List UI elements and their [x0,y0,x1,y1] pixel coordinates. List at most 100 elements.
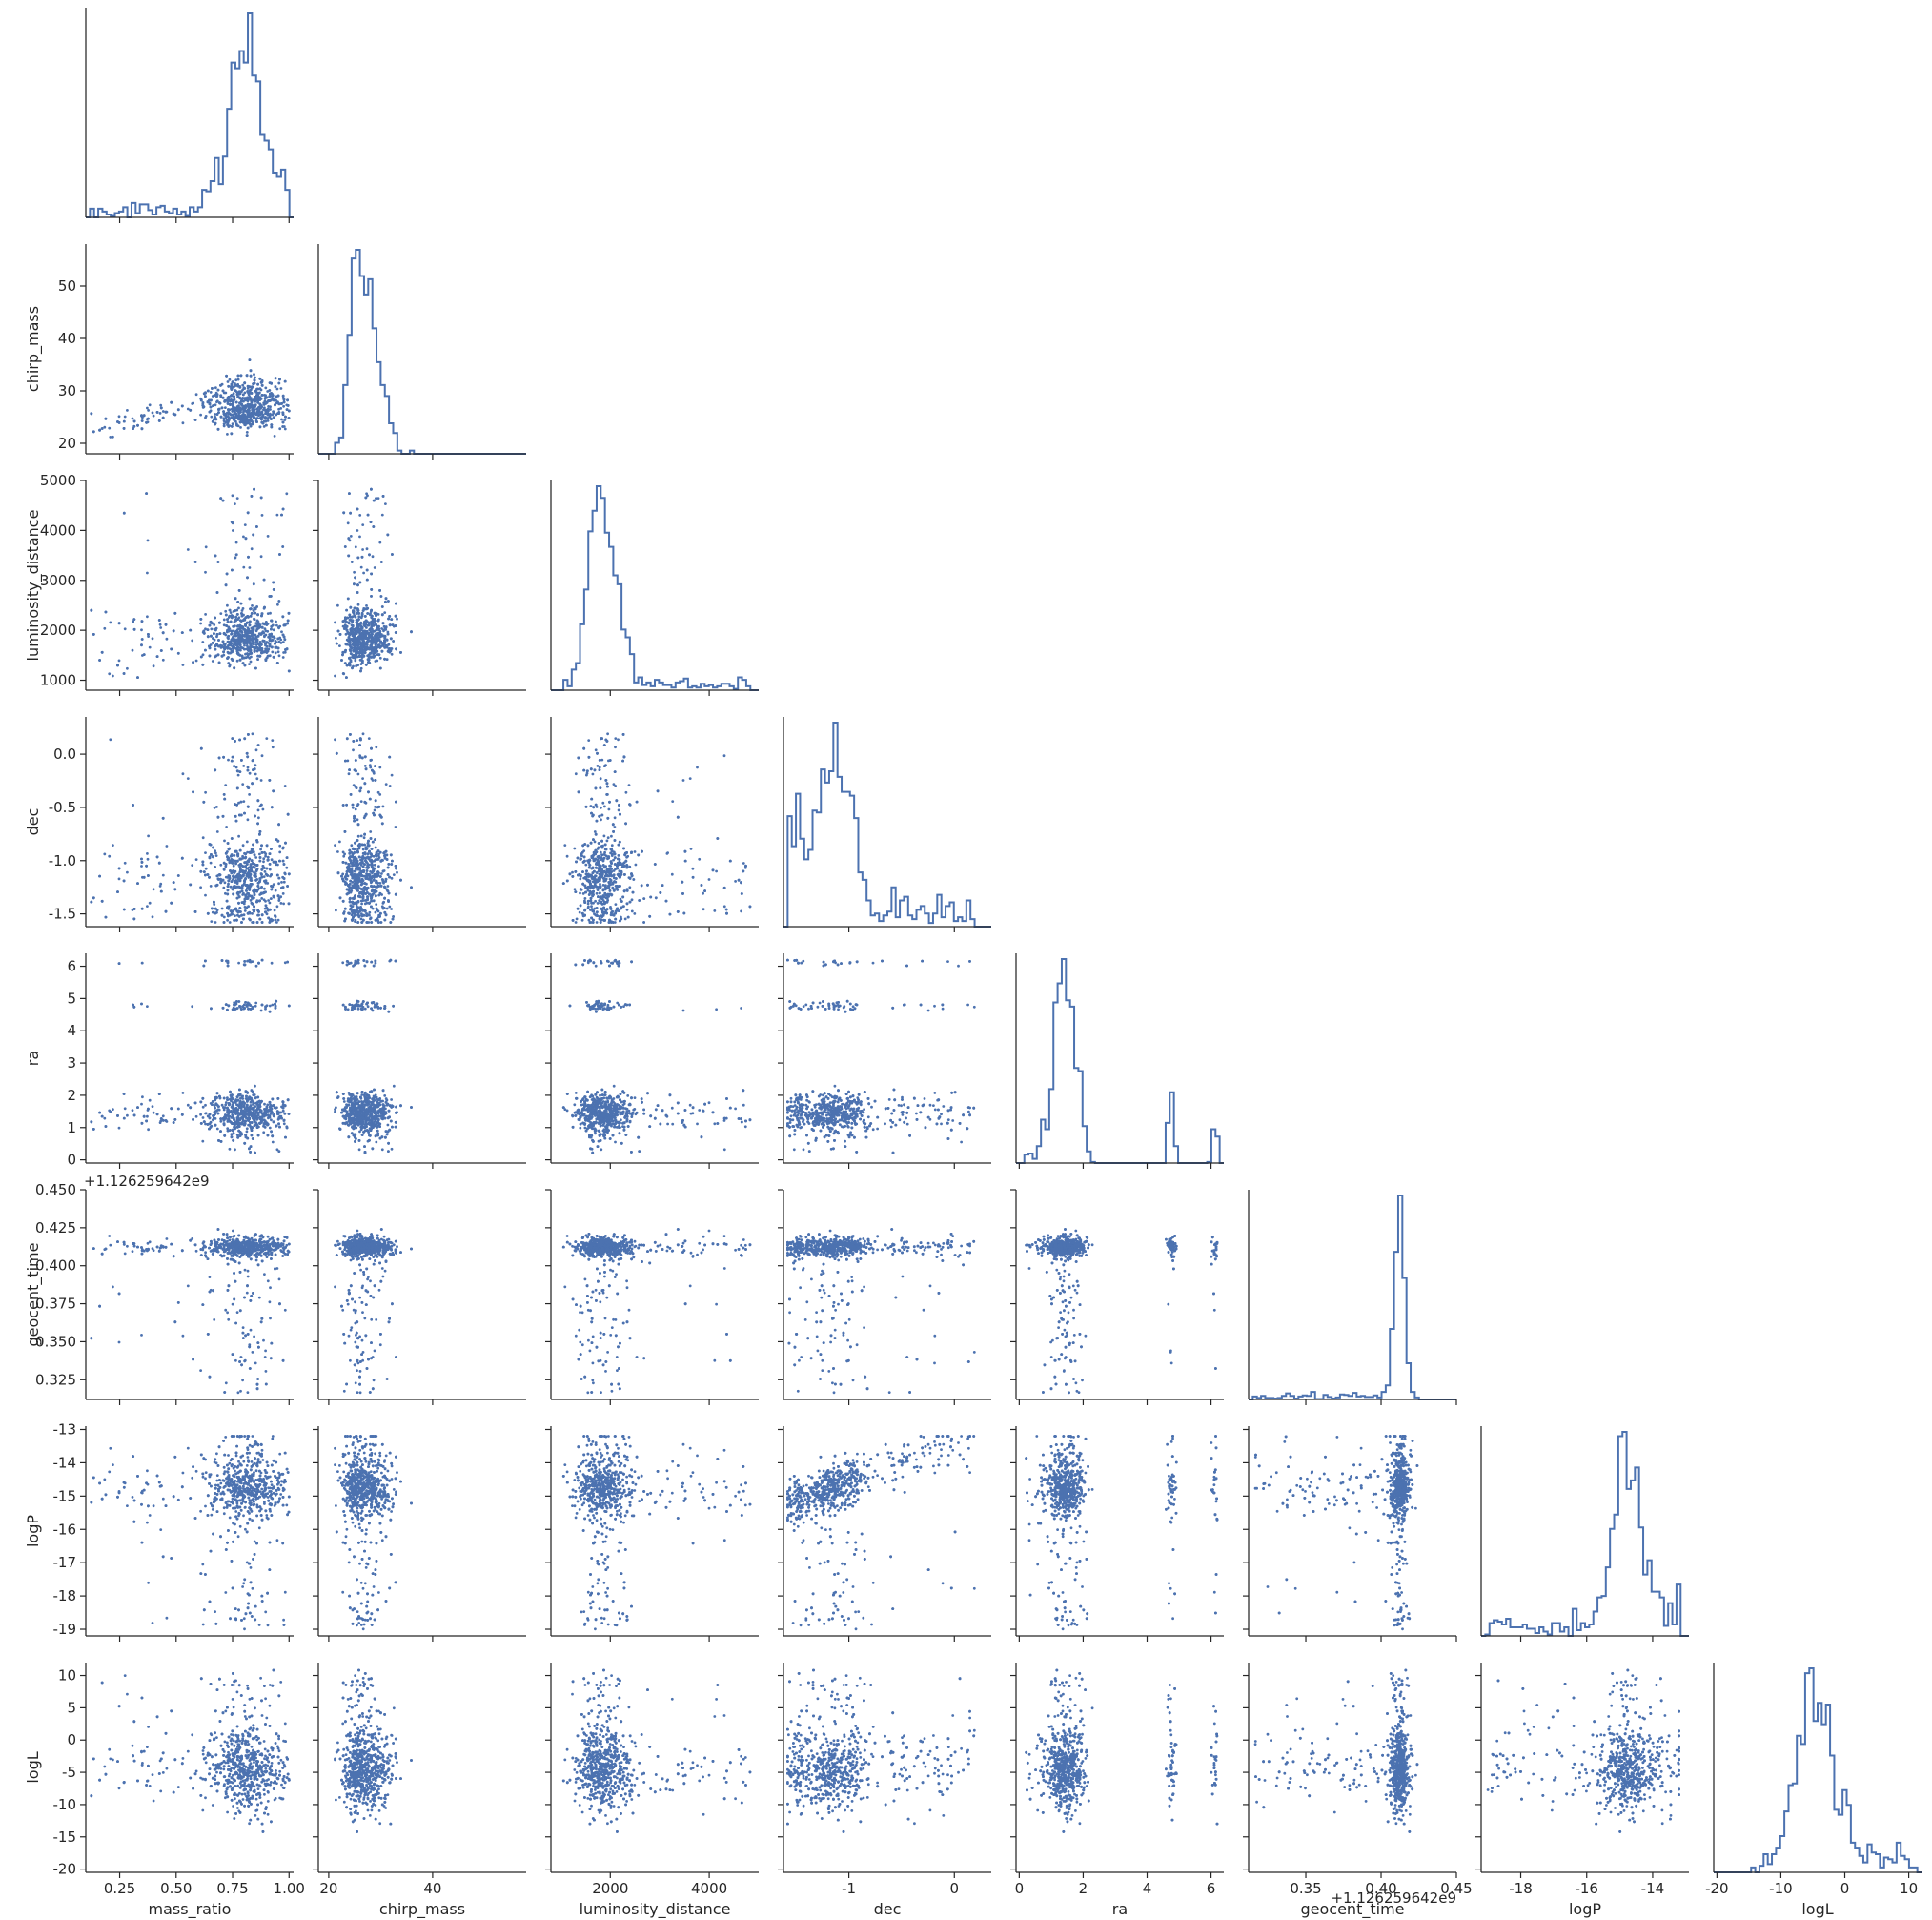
scatter-point [217,411,220,414]
scatter-point [123,672,126,675]
scatter-point [266,397,269,399]
scatter-point [241,615,244,618]
scatter-point [273,416,275,419]
scatter-point [275,652,277,655]
scatter-point [259,425,262,428]
scatter-point [234,389,237,392]
scatter-point [223,623,226,626]
scatter-point [214,413,216,416]
scatter-point [170,401,173,404]
scatter-point [258,403,261,406]
scatter-point [227,641,230,643]
scatter-point [264,629,267,632]
scatter-point [123,427,126,430]
scatter-point [233,396,235,398]
scatter-point [226,433,229,436]
scatter-point [243,381,246,384]
scatter-point [159,404,162,407]
scatter-point [255,420,258,423]
scatter-point [227,652,230,655]
scatter-point [147,540,150,542]
scatter-point [278,654,281,657]
scatter-point [262,623,265,625]
scatter-point [360,566,363,569]
scatter-point [278,378,281,381]
scatter-point [232,659,234,662]
scatter-point [199,623,202,625]
scatter-point [242,662,245,664]
scatter-point [256,383,259,386]
scatter-point [230,414,233,417]
scatter-point [207,390,210,393]
scatter-point [242,536,245,539]
scatter-point [153,664,155,667]
scatter-point [281,425,284,428]
scatter-point [227,645,230,648]
scatter-point [275,640,277,643]
scatter-point [177,652,180,655]
scatter-point [277,382,280,385]
scatter-point [214,423,216,426]
scatter-point [231,410,234,413]
scatter-point [236,497,239,500]
scatter-point [284,623,287,626]
scatter-point [223,643,226,645]
scatter-point [225,421,228,424]
scatter-point [246,622,249,624]
scatter-point [214,403,217,406]
scatter-point [254,641,257,643]
scatter-point [262,640,265,643]
scatter-point [108,427,111,430]
scatter-point [173,413,175,416]
scatter-point [234,384,237,387]
scatter-point [244,523,247,526]
scatter-point [233,629,235,632]
scatter-point [267,417,270,419]
scatter-point [247,511,250,514]
scatter-point [223,400,226,403]
scatter-point [369,612,372,615]
scatter-point [269,612,272,615]
scatter-point [182,421,185,424]
scatter-point [141,419,144,422]
scatter-point [256,658,259,661]
scatter-point [240,374,243,377]
scatter-point [233,419,235,421]
scatter-point [210,621,213,623]
scatter-point [379,657,382,660]
scatter-point [236,618,239,621]
scatter-point [204,649,207,652]
scatter-point [362,572,365,575]
scatter-point [212,637,214,640]
scatter-point [260,555,263,558]
scatter-point [263,606,266,609]
scatter-point [200,399,203,402]
scatter-point [133,420,136,423]
scatter-point [226,630,229,633]
scatter-point [231,395,234,398]
scatter-point [204,395,207,398]
scatter-point [264,643,267,645]
scatter-point [246,652,249,655]
scatter-point [162,417,165,419]
scatter-point [250,661,253,664]
scatter-point [209,655,212,658]
scatter-point [232,529,234,532]
scatter-point [133,628,136,631]
scatter-point [143,653,146,656]
scatter-point [136,676,139,679]
scatter-point [231,417,234,419]
scatter-point [353,571,356,574]
scatter-point [278,427,281,430]
scatter-point [212,420,214,423]
scatter-point [277,641,280,643]
scatter-point [262,422,265,425]
scatter-point [226,657,229,660]
scatter-point [335,637,337,640]
scatter-point [383,611,386,614]
scatter-point [123,420,126,423]
scatter-point [217,428,220,431]
scatter-point [231,403,234,406]
scatter-point [227,385,230,388]
scatter-point [253,646,255,649]
